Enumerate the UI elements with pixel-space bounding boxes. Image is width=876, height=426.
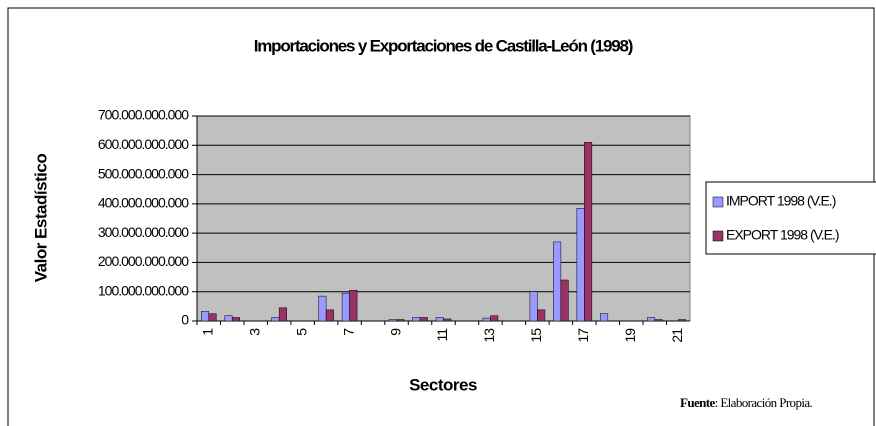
y-tick-label: 600.000.000.000 — [98, 136, 189, 152]
bar — [231, 317, 240, 322]
y-tick-label: 100.000.000.000 — [98, 282, 189, 298]
bar — [647, 317, 656, 322]
legend-swatch — [712, 196, 724, 208]
bar — [553, 241, 562, 322]
y-tick-label: 500.000.000.000 — [98, 165, 189, 181]
bar — [435, 317, 444, 322]
y-tick-label: 400.000.000.000 — [98, 195, 189, 211]
legend-label: EXPORT 1998 (V.E.) — [726, 227, 839, 243]
x-tick-label: 5 — [293, 328, 309, 336]
bar — [396, 319, 405, 322]
bar — [271, 317, 280, 322]
bar — [412, 317, 421, 322]
bar — [388, 319, 397, 322]
x-tick-label: 19 — [622, 328, 638, 343]
legend-label: IMPORT 1998 (V.E.) — [726, 193, 836, 209]
x-tick-label: 21 — [669, 328, 685, 343]
bar — [341, 292, 350, 322]
bar — [208, 313, 217, 322]
bar — [325, 309, 334, 322]
bar — [200, 311, 209, 322]
source-label: Fuente — [680, 395, 716, 410]
y-tick-label: 700.000.000.000 — [98, 107, 189, 123]
bar — [584, 142, 593, 322]
y-tick-label: 300.000.000.000 — [98, 224, 189, 240]
source-text: : Elaboración Propia. — [715, 395, 813, 410]
bar — [349, 290, 358, 322]
y-tick-label: 200.000.000.000 — [98, 253, 189, 269]
legend-swatch — [712, 230, 724, 242]
y-axis-title: Valor Estadístico — [31, 154, 50, 283]
source: Fuente: Elaboración Propia. — [680, 395, 813, 410]
x-tick-label: 1 — [199, 328, 215, 336]
x-tick-label: 11 — [434, 328, 450, 342]
x-tick-label: 17 — [575, 328, 591, 343]
x-tick-label: 13 — [481, 328, 497, 343]
bar — [490, 315, 499, 322]
bar — [576, 208, 585, 322]
bar — [560, 279, 569, 322]
bar — [529, 291, 538, 322]
chart-title: Importaciones y Exportaciones de Castill… — [254, 36, 633, 55]
bar — [678, 319, 687, 322]
bar — [600, 313, 609, 322]
bar — [443, 318, 452, 322]
bar — [224, 315, 233, 322]
bar — [537, 309, 546, 322]
bar — [482, 317, 491, 322]
plot-area — [196, 115, 691, 322]
x-tick-label: 7 — [340, 328, 356, 336]
x-tick-label: 3 — [246, 328, 262, 336]
bar — [419, 317, 428, 322]
y-tick-label: 0 — [181, 312, 189, 328]
x-tick-label: 9 — [387, 328, 403, 336]
bar — [278, 307, 287, 322]
legend-box — [705, 181, 876, 255]
bar — [654, 319, 663, 322]
bar — [318, 295, 327, 322]
x-tick-label: 15 — [528, 328, 544, 343]
x-axis-title: Sectores — [409, 375, 477, 394]
